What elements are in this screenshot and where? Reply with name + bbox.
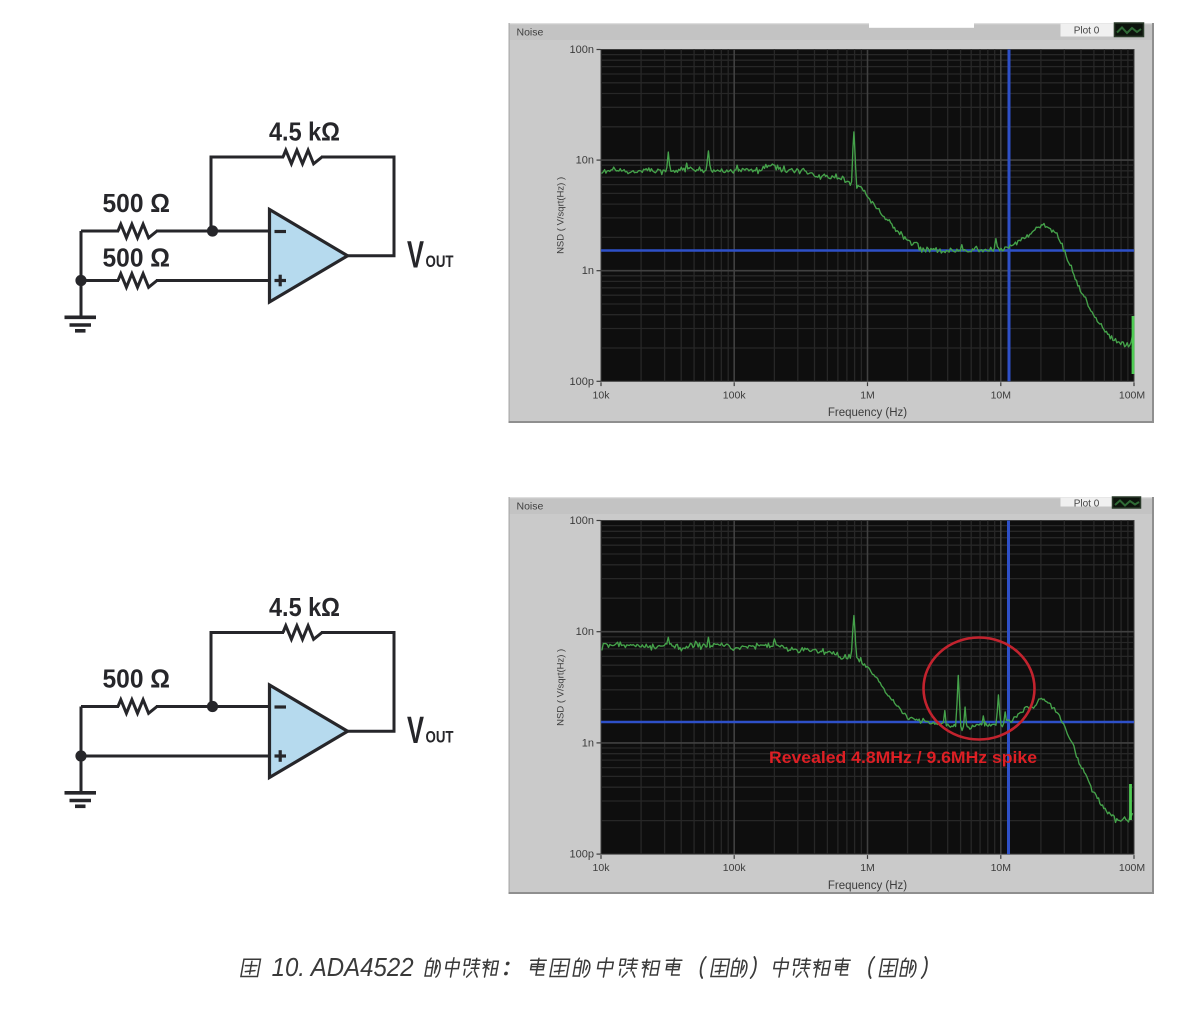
svg-text:100k: 100k xyxy=(723,389,747,401)
svg-text:OUT: OUT xyxy=(426,253,454,271)
svg-text:100M: 100M xyxy=(1119,389,1145,401)
svg-text:NSD ( V/sqrt(Hz) ): NSD ( V/sqrt(Hz) ) xyxy=(556,649,567,726)
svg-text:Revealed 4.8MHz / 9.6MHz spike: Revealed 4.8MHz / 9.6MHz spike xyxy=(769,748,1037,767)
svg-text:500 Ω: 500 Ω xyxy=(103,243,171,273)
svg-text:100p: 100p xyxy=(570,376,594,388)
svg-text:10n: 10n xyxy=(576,155,594,167)
svg-text:4.5 kΩ: 4.5 kΩ xyxy=(269,592,340,622)
svg-text:Noise: Noise xyxy=(517,501,544,513)
svg-text:Plot 0: Plot 0 xyxy=(1074,499,1100,510)
svg-text:Frequency (Hz): Frequency (Hz) xyxy=(828,880,907,892)
svg-text:10M: 10M xyxy=(991,862,1011,874)
svg-text:1M: 1M xyxy=(860,389,875,401)
svg-text:Plot 0: Plot 0 xyxy=(1074,26,1100,37)
svg-text:1M: 1M xyxy=(860,862,875,874)
svg-text:V: V xyxy=(407,235,424,277)
svg-text:500 Ω: 500 Ω xyxy=(103,188,171,218)
svg-text:100p: 100p xyxy=(570,849,594,861)
svg-text:Frequency (Hz): Frequency (Hz) xyxy=(828,407,907,419)
svg-text:OUT: OUT xyxy=(426,729,454,747)
svg-text:10n: 10n xyxy=(576,626,594,638)
svg-text:10. ADA4522: 10. ADA4522 xyxy=(272,952,414,982)
svg-text:1n: 1n xyxy=(582,737,594,749)
svg-text:V: V xyxy=(407,710,424,752)
svg-text:100M: 100M xyxy=(1119,862,1145,874)
svg-text:100n: 100n xyxy=(570,44,594,56)
svg-text:NSD ( V/sqrt(Hz) ): NSD ( V/sqrt(Hz) ) xyxy=(556,177,567,254)
svg-text:100k: 100k xyxy=(723,862,747,874)
svg-text:4.5 kΩ: 4.5 kΩ xyxy=(269,116,340,146)
svg-text:100n: 100n xyxy=(570,515,594,527)
svg-text:10M: 10M xyxy=(991,389,1011,401)
svg-text:Noise: Noise xyxy=(517,27,544,39)
svg-text:10k: 10k xyxy=(593,389,611,401)
svg-text:500 Ω: 500 Ω xyxy=(103,664,171,694)
svg-text:10k: 10k xyxy=(593,862,611,874)
svg-text:1n: 1n xyxy=(582,265,594,277)
